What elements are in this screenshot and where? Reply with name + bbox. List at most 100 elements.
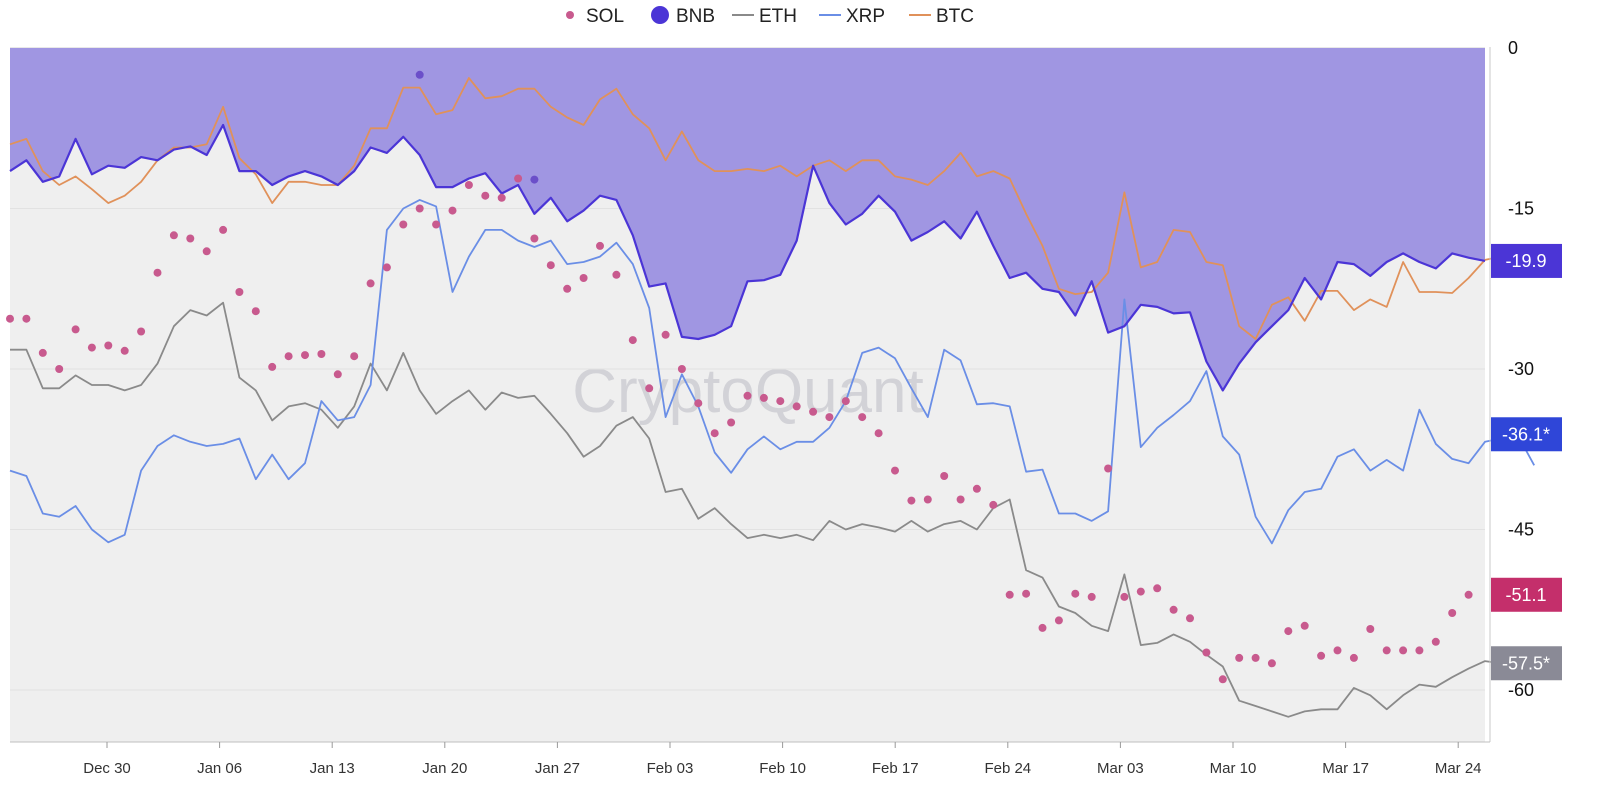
btc-line bbox=[9, 77, 1519, 340]
sol-point bbox=[6, 314, 14, 323]
badge-sol: -51.1 bbox=[1491, 577, 1562, 612]
sol-point bbox=[448, 206, 457, 215]
badge-value: -51.1 bbox=[1505, 585, 1546, 605]
sol-point bbox=[1448, 609, 1457, 617]
sol-point bbox=[1349, 653, 1358, 662]
x-axis: Dec 30 Jan 06 Jan 13 Jan 20 Jan 27 Feb 03 Feb … bbox=[10, 741, 1490, 777]
bnb-area bbox=[10, 48, 1485, 391]
sol-point bbox=[596, 241, 604, 250]
sol-point bbox=[202, 247, 211, 256]
sol-point bbox=[923, 495, 932, 504]
badge-xrp: -36.1* bbox=[1491, 417, 1562, 452]
sol-point bbox=[612, 270, 621, 279]
sol-point bbox=[972, 484, 981, 493]
sol-point bbox=[891, 466, 899, 475]
sol-point bbox=[546, 261, 555, 270]
sol-point bbox=[1120, 592, 1129, 601]
sol-point bbox=[120, 346, 129, 355]
x-tick-label: Feb 10 bbox=[759, 760, 806, 777]
sol-point bbox=[317, 350, 326, 358]
sol-point bbox=[759, 393, 768, 402]
sol-point bbox=[1022, 589, 1031, 598]
sol-point bbox=[1464, 590, 1473, 599]
sol-point bbox=[989, 500, 998, 509]
sol-point bbox=[1317, 651, 1326, 660]
legend-label-bnb: BNB bbox=[676, 6, 715, 27]
sol-point bbox=[1267, 659, 1276, 668]
legend-marker-sol bbox=[566, 11, 574, 19]
sol-point bbox=[1300, 621, 1309, 630]
series-lines bbox=[9, 77, 1535, 718]
y-tick-label: -45 bbox=[1508, 520, 1534, 540]
badge-bnb: -19.9 bbox=[1491, 243, 1562, 278]
sol-point bbox=[1382, 646, 1391, 655]
sol-point bbox=[1054, 616, 1063, 625]
legend-label-sol: SOL bbox=[586, 6, 624, 27]
sol-point bbox=[415, 204, 424, 213]
sol-point bbox=[1186, 614, 1194, 623]
sol-point bbox=[727, 418, 736, 427]
legend-label-btc: BTC bbox=[936, 6, 974, 27]
x-tick-label: Feb 24 bbox=[984, 760, 1031, 777]
x-tick-label: Jan 13 bbox=[310, 760, 355, 777]
sol-point bbox=[481, 191, 490, 200]
x-tick-label: Mar 10 bbox=[1210, 760, 1257, 777]
x-tick-label: Mar 17 bbox=[1322, 760, 1369, 777]
sol-point bbox=[1104, 464, 1113, 473]
sol-point bbox=[55, 365, 64, 373]
sol-point bbox=[825, 413, 834, 422]
x-tick-label: Mar 03 bbox=[1097, 760, 1144, 777]
sol-point bbox=[1399, 646, 1408, 655]
badge-value: -19.9 bbox=[1505, 251, 1546, 271]
sol-point bbox=[497, 193, 506, 202]
sol-point bbox=[432, 220, 441, 229]
badge-box bbox=[1491, 243, 1562, 278]
sol-point bbox=[169, 231, 178, 240]
legend-marker-bnb bbox=[651, 6, 669, 24]
badge-value: -36.1* bbox=[1502, 424, 1550, 444]
value-badges: -19.9 -36.1* -51.1 -57.5* bbox=[1491, 243, 1562, 681]
x-tick-label: Feb 17 bbox=[872, 760, 919, 777]
sol-point bbox=[219, 225, 228, 234]
y-tick-label: -60 bbox=[1508, 680, 1534, 700]
sol-point bbox=[137, 327, 146, 336]
sol-point bbox=[563, 284, 572, 293]
eth-line bbox=[10, 301, 1518, 718]
sol-point bbox=[153, 268, 162, 277]
x-tick-label: Jan 27 bbox=[535, 760, 580, 777]
sol-point bbox=[1005, 590, 1014, 599]
sol-point bbox=[710, 429, 719, 438]
watermark-text: CryptoQuant bbox=[572, 357, 924, 426]
sol-point bbox=[1169, 605, 1178, 614]
bnb-area-fill bbox=[10, 48, 1485, 391]
y-tick-label: -30 bbox=[1508, 359, 1534, 379]
sol-point bbox=[514, 174, 523, 183]
x-tick-label: Dec 30 bbox=[83, 760, 131, 777]
sol-point bbox=[1136, 587, 1145, 596]
bnb-marker bbox=[415, 70, 424, 79]
sol-point bbox=[661, 330, 670, 339]
legend: SOL BNB ETH XRP BTC bbox=[566, 6, 974, 27]
sol-point bbox=[268, 362, 277, 371]
legend-label-eth: ETH bbox=[759, 6, 797, 27]
sol-point bbox=[71, 325, 80, 334]
badge-box bbox=[1491, 417, 1562, 452]
sol-point bbox=[743, 391, 752, 400]
sol-point bbox=[645, 384, 654, 393]
sol-point bbox=[858, 413, 867, 422]
sol-point bbox=[1038, 623, 1047, 632]
sol-point bbox=[366, 279, 375, 288]
sol-point bbox=[1251, 653, 1260, 662]
sol-point bbox=[350, 352, 359, 361]
sol-point bbox=[1218, 675, 1227, 684]
sol-point bbox=[1431, 637, 1440, 646]
sol-point bbox=[809, 407, 818, 416]
sol-point bbox=[284, 352, 293, 361]
sol-point bbox=[1366, 625, 1375, 633]
sol-point bbox=[1333, 646, 1342, 655]
sol-point bbox=[792, 402, 801, 411]
legend-label-xrp: XRP bbox=[846, 6, 885, 27]
sol-point bbox=[694, 399, 703, 408]
